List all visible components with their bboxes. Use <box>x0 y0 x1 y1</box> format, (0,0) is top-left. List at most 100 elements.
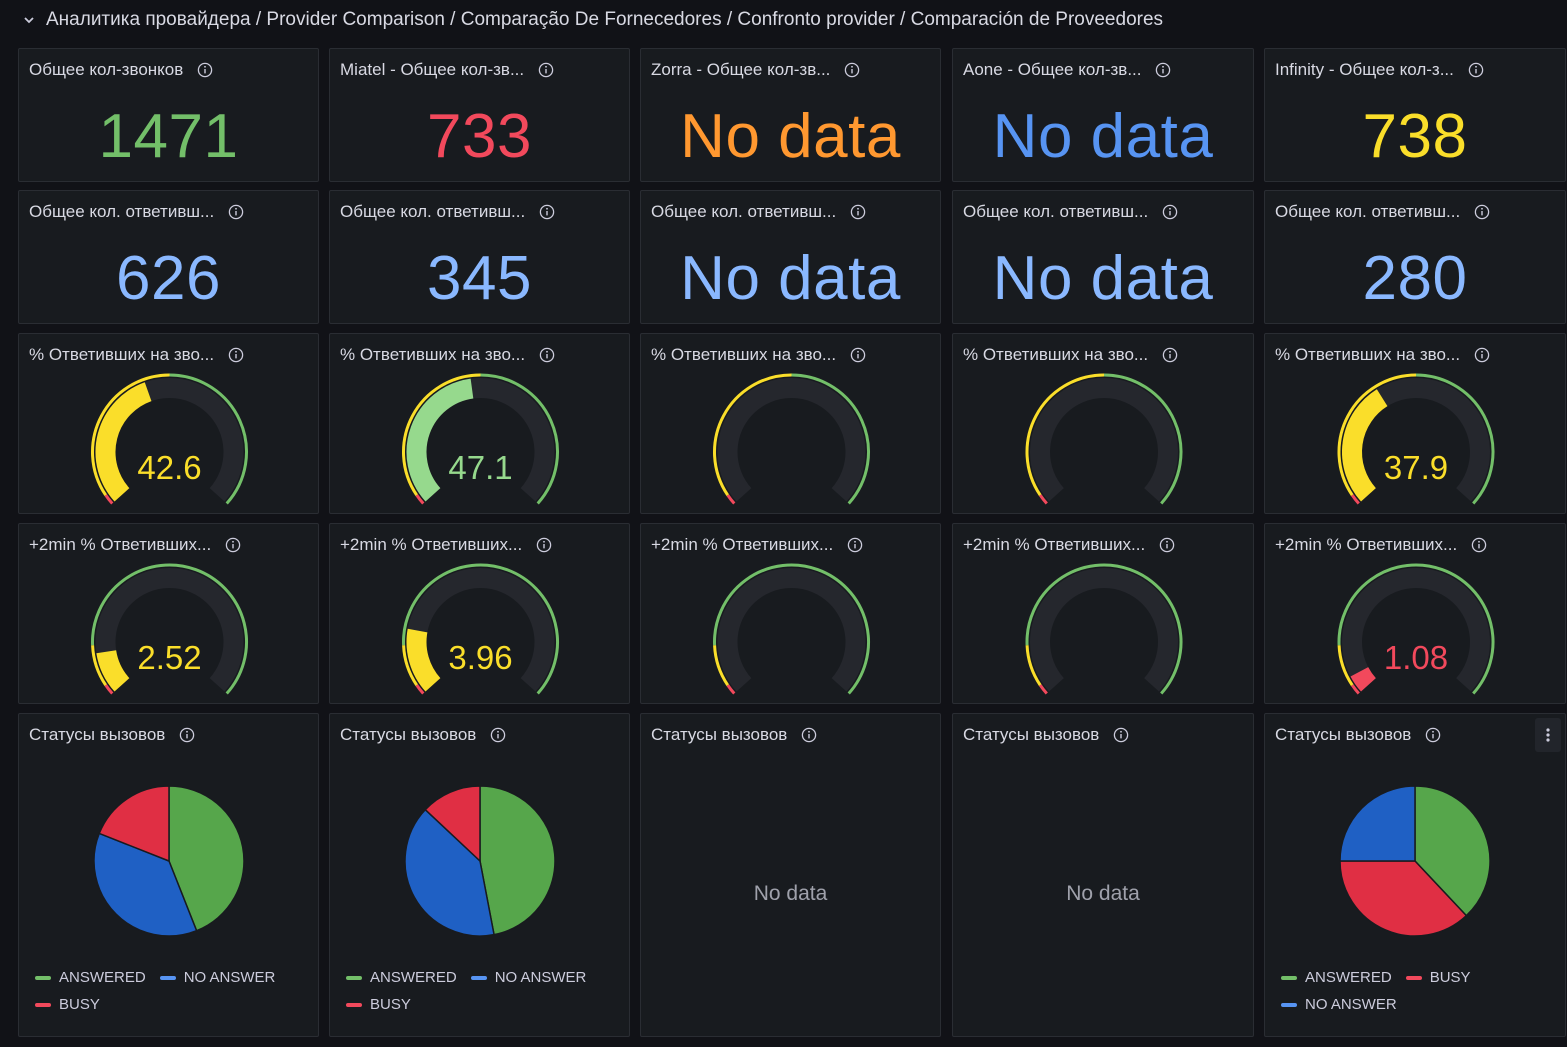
stat-panel[interactable]: Zorra - Общее кол-зв... No data <box>640 48 941 182</box>
pie-panel[interactable]: Статусы вызовов ANSWERED BUSY NO ANSWER <box>1264 713 1566 1037</box>
legend-item[interactable]: NO ANSWER <box>470 969 587 986</box>
info-icon[interactable] <box>1159 537 1175 553</box>
info-icon[interactable] <box>536 537 552 553</box>
info-icon[interactable] <box>1474 347 1490 363</box>
panel-title[interactable]: Zorra - Общее кол-зв... <box>651 59 860 81</box>
legend-item[interactable]: NO ANSWER <box>1281 996 1397 1013</box>
panel-title[interactable]: +2min % Ответивших... <box>340 534 552 556</box>
panel-title[interactable]: +2min % Ответивших... <box>29 534 241 556</box>
gauge-panel[interactable]: % Ответивших на зво... 47.1 <box>329 333 630 514</box>
info-icon[interactable] <box>225 537 241 553</box>
panel-title-text: % Ответивших на зво... <box>1275 345 1461 364</box>
panel-title[interactable]: Статусы вызовов <box>29 724 195 746</box>
info-icon[interactable] <box>801 727 817 743</box>
info-icon[interactable] <box>228 204 244 220</box>
legend-item[interactable]: BUSY <box>35 996 100 1013</box>
pie-panel[interactable]: Статусы вызовов No data <box>640 713 941 1037</box>
panel-title[interactable]: Общее кол. ответивш... <box>651 201 866 223</box>
gauge-panel[interactable]: +2min % Ответивших... 1.08 <box>1264 523 1566 704</box>
info-icon[interactable] <box>197 62 213 78</box>
pie-slice-no-answer[interactable] <box>93 832 198 937</box>
stat-panel[interactable]: Общее кол. ответивш... 280 <box>1264 190 1566 324</box>
stat-panel[interactable]: Infinity - Общее кол-з... 738 <box>1264 48 1566 182</box>
gauge-panel[interactable]: % Ответивших на зво... 37.9 <box>1264 333 1566 514</box>
pie-slice-answered[interactable] <box>168 785 245 932</box>
pie-slice-no-answer[interactable] <box>1339 785 1416 862</box>
panel-title[interactable]: Infinity - Общее кол-з... <box>1275 59 1484 81</box>
pie-slice-answered[interactable] <box>479 785 556 936</box>
panel-title[interactable]: +2min % Ответивших... <box>1275 534 1487 556</box>
panel-title[interactable]: Статусы вызовов <box>651 724 817 746</box>
panel-title[interactable]: Статусы вызовов <box>340 724 506 746</box>
info-icon[interactable] <box>179 727 195 743</box>
legend-item[interactable]: BUSY <box>346 996 411 1013</box>
panel-title[interactable]: Статусы вызовов <box>963 724 1129 746</box>
gauge-panel[interactable]: +2min % Ответивших... 2.52 <box>18 523 319 704</box>
info-icon[interactable] <box>1162 204 1178 220</box>
gauge-panel[interactable]: +2min % Ответивших... 3.96 <box>329 523 630 704</box>
panel-title[interactable]: Miatel - Общее кол-зв... <box>340 59 554 81</box>
info-icon[interactable] <box>1155 62 1171 78</box>
stat-panel[interactable]: Общее кол. ответивш... No data <box>952 190 1254 324</box>
stat-panel[interactable]: Miatel - Общее кол-зв... 733 <box>329 48 630 182</box>
pie-panel[interactable]: Статусы вызовов ANSWERED NO ANSWER BUSY <box>18 713 319 1037</box>
stat-panel[interactable]: Общее кол. ответивш... 626 <box>18 190 319 324</box>
panel-menu-button[interactable] <box>1535 718 1561 752</box>
pie-panel[interactable]: Статусы вызовов No data <box>952 713 1254 1037</box>
legend-item[interactable]: ANSWERED <box>1281 969 1392 986</box>
info-icon[interactable] <box>538 62 554 78</box>
info-icon[interactable] <box>1471 537 1487 553</box>
stat-panel[interactable]: Aone - Общее кол-зв... No data <box>952 48 1254 182</box>
pie-panel[interactable]: Статусы вызовов ANSWERED NO ANSWER BUSY <box>329 713 630 1037</box>
panel-title[interactable]: Статусы вызовов <box>1275 724 1441 746</box>
legend-item[interactable]: ANSWERED <box>35 969 146 986</box>
gauge-panel[interactable]: +2min % Ответивших... <box>640 523 941 704</box>
panel-title[interactable]: % Ответивших на зво... <box>340 344 555 366</box>
info-icon[interactable] <box>850 204 866 220</box>
info-icon[interactable] <box>539 204 555 220</box>
panel-title[interactable]: Общее кол. ответивш... <box>29 201 244 223</box>
info-icon[interactable] <box>1468 62 1484 78</box>
pie-slice-busy[interactable] <box>424 785 481 863</box>
stat-panel[interactable]: Общее кол. ответивш... 345 <box>329 190 630 324</box>
panel-title[interactable]: Общее кол. ответивш... <box>1275 201 1490 223</box>
pie-slice-no-answer[interactable] <box>404 808 495 937</box>
info-icon[interactable] <box>850 347 866 363</box>
chevron-down-icon[interactable] <box>22 13 36 27</box>
panel-title[interactable]: % Ответивших на зво... <box>651 344 866 366</box>
panel-title[interactable]: +2min % Ответивших... <box>963 534 1175 556</box>
info-icon[interactable] <box>1425 727 1441 743</box>
panel-title-text: Aone - Общее кол-зв... <box>963 60 1142 79</box>
gauge-panel[interactable]: +2min % Ответивших... <box>952 523 1254 704</box>
legend-item[interactable]: BUSY <box>1405 969 1471 986</box>
info-icon[interactable] <box>1162 347 1178 363</box>
panel-title[interactable]: +2min % Ответивших... <box>651 534 863 556</box>
panel-title[interactable]: Aone - Общее кол-зв... <box>963 59 1171 81</box>
stat-panel[interactable]: Общее кол. ответивш... No data <box>640 190 941 324</box>
stat-panel[interactable]: Общее кол-звонков 1471 <box>18 48 319 182</box>
info-icon[interactable] <box>228 347 244 363</box>
panel-title[interactable]: % Ответивших на зво... <box>1275 344 1490 366</box>
panel-title[interactable]: Общее кол-звонков <box>29 59 213 81</box>
panel-title[interactable]: % Ответивших на зво... <box>29 344 244 366</box>
gauge-panel[interactable]: % Ответивших на зво... 42.6 <box>18 333 319 514</box>
info-icon[interactable] <box>539 347 555 363</box>
info-icon[interactable] <box>844 62 860 78</box>
info-icon[interactable] <box>1113 727 1129 743</box>
dashboard-row-header[interactable]: Аналитика провайдера / Provider Comparis… <box>22 6 1163 34</box>
pie-slice-busy[interactable] <box>1339 860 1468 937</box>
info-icon[interactable] <box>1474 204 1490 220</box>
pie-slice-answered[interactable] <box>1414 785 1491 917</box>
pie-slice-busy[interactable] <box>98 785 170 863</box>
panel-title[interactable]: % Ответивших на зво... <box>963 344 1178 366</box>
legend-label: NO ANSWER <box>494 969 587 986</box>
info-icon[interactable] <box>847 537 863 553</box>
panel-title[interactable]: Общее кол. ответивш... <box>340 201 555 223</box>
info-icon[interactable] <box>490 727 506 743</box>
gauge-panel[interactable]: % Ответивших на зво... <box>640 333 941 514</box>
gauge-panel[interactable]: % Ответивших на зво... <box>952 333 1254 514</box>
gauge-threshold-band <box>415 494 425 505</box>
legend-item[interactable]: ANSWERED <box>346 969 457 986</box>
panel-title[interactable]: Общее кол. ответивш... <box>963 201 1178 223</box>
legend-item[interactable]: NO ANSWER <box>159 969 275 986</box>
